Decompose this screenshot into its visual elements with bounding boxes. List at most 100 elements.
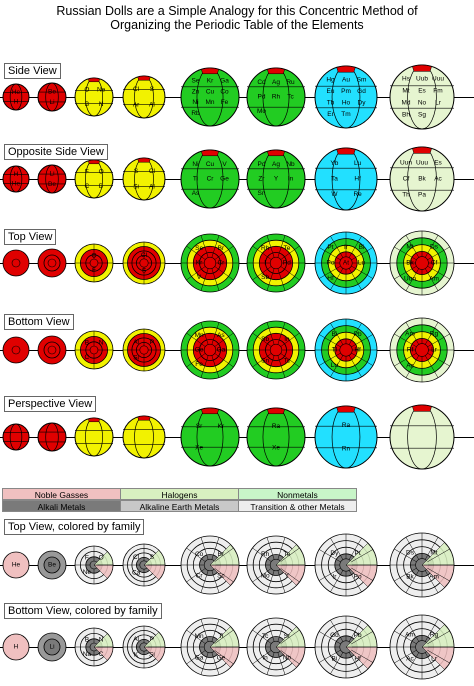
family-top-ball-7: Dy Pt Ir Po [314,533,378,597]
section-label-top-view: Top View [4,229,57,245]
family-top-ball-8-label: Mt [430,550,437,557]
bottom-view-ball-8-label: Ac [406,363,414,370]
side-view-ball-7-label: Eu [327,88,335,95]
family-bottom-ball-6-label: In [262,655,268,662]
family-top-ball-3: F O Ne [74,545,114,585]
side-view-ball-4-label: Al [149,102,155,109]
family-top-ball-5: Co Br Cr Sc [180,535,240,595]
family-bottom-ball-8: Am Rg Ac Lr [389,614,455,680]
opposite-view-ball-8-label: Uun [400,160,412,167]
side-view-ball-8-label: Mt [402,88,409,95]
family-bottom-ball-7: Gd Pb Bi Hf [314,615,378,679]
opposite-view-ball-6-label: Zr [258,176,265,183]
top-view-ball-7-label: Hf [327,275,334,282]
opposite-view-ball-7-label: Lu [354,160,362,167]
opposite-view-ball-6-label: Y [274,176,279,183]
family-bottom-ball-3-label: Na [83,651,92,658]
side-view-ball-7-label: Hg [326,76,335,83]
family-bottom-ball-6-label: Tc [262,633,269,640]
family-top-ball-4: Cl S Ca [122,543,166,587]
top-view-ball-6-label: Pd [283,260,291,267]
family-bottom-ball-5-label: Ti [218,633,223,640]
opposite-view-ball-6-label: Pd [258,161,266,168]
family-top-ball-1: He [2,551,30,579]
opposite-view-ball-2-label: Li [49,171,54,178]
side-view-ball-1: He H [2,83,30,111]
side-view-ball-5-label: Cu [206,88,215,95]
bottom-view-ball-3-label: N [99,340,104,347]
family-top-ball-3-label: O [99,555,104,562]
bottom-view-ball-8-label: Rg [430,331,439,338]
side-view-ball-7: Hg Au Sm Eu Pm Gd Tb Ho Dy Er Tm [314,65,378,129]
opposite-view-ball-4-label: S [134,168,139,175]
opposite-view-ball-7-label: Re [353,191,362,198]
side-view-ball-6-label: Cd [257,79,266,86]
side-view-ball-3: O Ne B N [74,77,114,117]
family-top-ball-6: Rh Te Mo Y [246,535,306,595]
perspective-ball-7-label: Rn [342,445,351,452]
family-bottom-ball-6-label: Nb [283,655,292,662]
side-view-ball-6-label: Ru [286,79,295,86]
side-view-ball-3-label: Ne [97,87,106,94]
bottom-view-ball-4: Al P Si [122,328,166,372]
top-view-ball-5-label: Cr [217,260,225,267]
family-bottom-ball-4-label: K [134,652,139,659]
top-view-ball-5-label: Kr [196,260,203,267]
bottom-view-ball-7-label: Lu [331,362,339,369]
family-bottom-ball-4-label: P [150,636,154,643]
opposite-view-ball-8-label: Th [402,192,410,199]
opposite-view-ball-6-label: Ag [272,161,280,168]
perspective-ball-5: Sr Kr Xe [180,407,240,467]
bottom-view-ball-7-label: Hf [354,347,361,354]
perspective-ball-7: Ra Rn [314,405,378,469]
section-label-bottom-view: Bottom View [4,314,74,330]
perspective-ball-2 [37,422,67,452]
family-top-ball-3-label: Ne [83,569,92,576]
family-bottom-ball-2: Li [37,632,67,662]
opposite-view-ball-6-label: Nb [286,161,295,168]
family-top-ball-2-label: Be [48,562,56,569]
family-top-ball-8-label: Bk [406,574,414,581]
top-view-ball-2 [37,248,67,278]
top-view-ball-5-label: V [197,274,202,281]
family-bottom-ball-4-label: Al [133,636,139,643]
side-view-ball-8-label: Uub [416,76,428,83]
side-view-ball-6-label: Pd [258,94,266,101]
perspective-ball-7-label: Ra [342,422,351,429]
opposite-view-ball-1-label: H [14,171,19,178]
family-bottom-ball-3: B N Na C [74,627,114,667]
bottom-view-ball-6-label: In [284,336,290,343]
family-top-ball-8-label: Am [429,574,439,581]
family-bottom-ball-2-label: Li [49,644,54,651]
side-view-ball-8-label: Fm [433,88,442,95]
family-bottom-ball-7-label: Hf [354,655,361,662]
side-view-ball-1-label: He [12,89,21,96]
top-view-ball-8-label: Cf [431,260,438,267]
top-view-ball-6-label: Sb [261,274,269,281]
side-view-ball-6-label: Rh [272,94,281,101]
opposite-view-ball-3: F O C B [74,159,114,199]
top-view-ball-5: Se Br Kr Cr V [180,233,240,293]
side-view-ball-7-label: Pm [341,88,351,95]
top-view-ball-7-label: At [343,260,349,267]
opposite-view-ball-5-label: Cu [206,161,215,168]
side-view-ball-8-label: No [418,100,427,107]
title-line-2: Organizing the Periodic Table of the Ele… [110,18,364,32]
family-bottom-ball-8-label: Ac [406,656,414,663]
bottom-view-ball-6-label: Sb [261,336,269,343]
opposite-view-ball-5-label: As [192,190,200,197]
family-bottom-ball-3-label: N [99,637,104,644]
top-view-ball-6-label: Rh [261,245,270,252]
opposite-view-ball-8-label: Uuu [416,160,428,167]
page-title: Russian Dolls are a Simple Analogy for t… [0,4,474,32]
side-view-ball-8-label: Lr [435,100,442,107]
family-top-ball-7-label: Pt [355,550,361,557]
opposite-view-ball-4-label: Al [149,184,155,191]
family-top-ball-7-label: Po [354,573,362,580]
bottom-view-ball-5: Mn As Ge Ga Fe [180,320,240,380]
opposite-view-ball-2: Li Be [37,164,67,194]
top-view-ball-7-label: Bi [359,244,365,251]
opposite-view-ball-8-label: Ac [434,176,442,183]
family-bottom-ball-5-label: Mn [195,633,204,640]
